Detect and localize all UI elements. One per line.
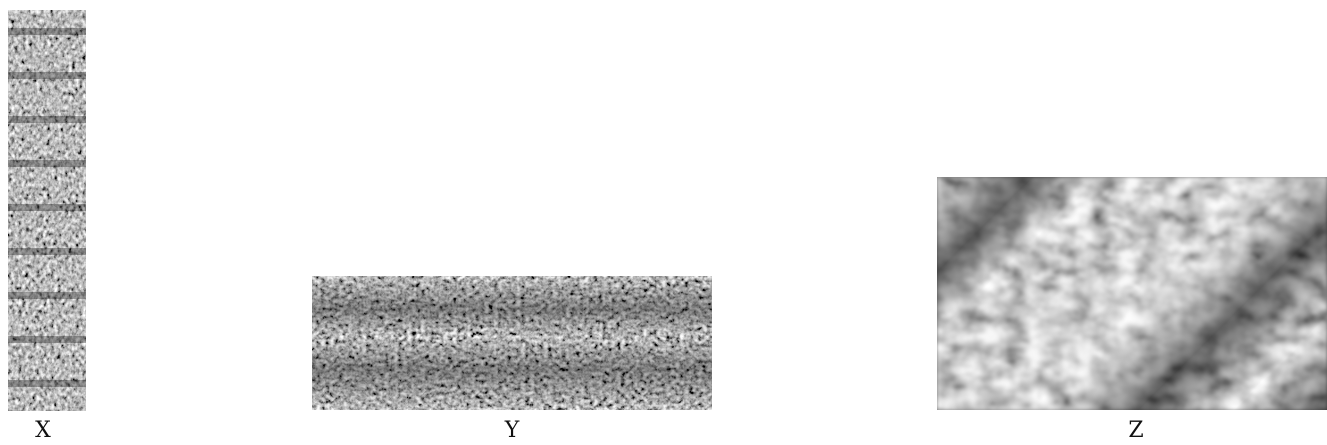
panel-label-z: Z	[1128, 418, 1144, 443]
micrograph-x	[8, 10, 86, 411]
micrograph-y	[312, 276, 712, 410]
micrograph-x-image	[8, 10, 86, 411]
micrograph-z	[937, 177, 1327, 410]
micrograph-z-image	[937, 177, 1327, 410]
micrograph-y-image	[312, 276, 712, 410]
panel-label-y: Y	[504, 418, 520, 443]
panel-label-x: X	[35, 418, 51, 443]
